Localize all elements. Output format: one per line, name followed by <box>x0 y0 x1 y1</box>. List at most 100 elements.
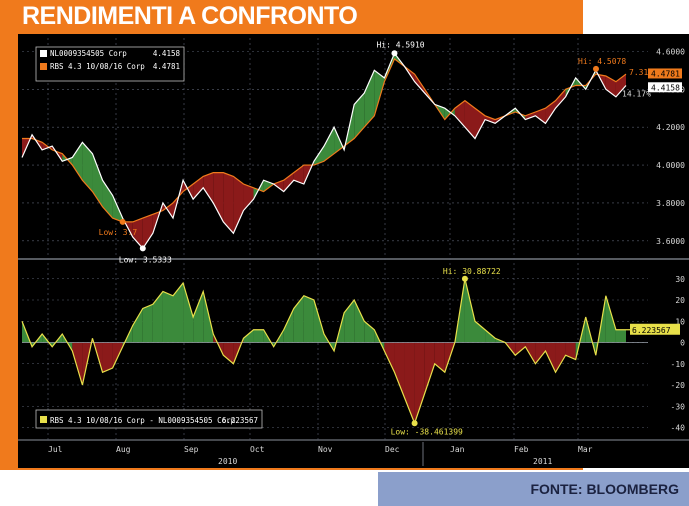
spread-value-tag-bg <box>630 323 680 335</box>
x-tick-label: Jul <box>48 445 63 454</box>
spread-fill-segment <box>464 100 475 139</box>
spread-area-segment <box>72 342 83 385</box>
source-label: FONTE: BLOOMBERG <box>530 481 679 497</box>
x-tick-label: Mar <box>578 445 593 454</box>
spread-fill-segment <box>243 184 254 211</box>
hi2-marker <box>593 65 599 72</box>
hi-marker <box>391 50 398 57</box>
spread-area-segment <box>162 291 173 343</box>
annotation-low2: Low: 3.7 <box>99 228 138 237</box>
spread-area-segment <box>132 308 143 343</box>
spread-area-segment <box>475 321 486 343</box>
spread-fill-segment <box>102 180 113 219</box>
spread-area-segment <box>434 342 445 373</box>
x-tick-label: Sep <box>184 445 199 454</box>
spread-area-segment <box>354 300 365 343</box>
y-tick-label: 20 <box>675 296 685 305</box>
legend-top-box <box>35 46 185 82</box>
legend-swatch <box>40 416 47 423</box>
spread-area-segment <box>152 291 163 343</box>
legend-bottom-box <box>35 409 263 429</box>
legend-label: RBS 4.3 10/08/16 Corp - NL0009354505 Cor… <box>50 416 236 425</box>
spread-fill-segment <box>374 70 385 116</box>
spread-fill-segment <box>605 76 616 97</box>
spread-fill-segment <box>475 108 486 139</box>
low2-marker <box>119 218 126 225</box>
spread-area-segment <box>485 329 496 343</box>
spread-area-segment <box>535 342 546 364</box>
spread-area-segment <box>555 342 566 373</box>
annotation-hi2: Hi: 4.5078 <box>578 57 626 66</box>
spread-fill-segment <box>223 172 234 234</box>
spread-fill-segment <box>233 176 244 234</box>
x-tick-label: Aug <box>116 445 131 454</box>
spread-fill-segment <box>525 112 536 120</box>
spread-area-segment <box>293 295 304 343</box>
x-tick-label: Dec <box>385 445 400 454</box>
annotation-extra: 14.17% <box>622 89 651 98</box>
legend-value: 4.4781 <box>153 62 180 71</box>
spread-area-segment <box>344 300 355 343</box>
y-tick-label: -10 <box>671 360 686 369</box>
spread-hi-marker <box>461 275 468 282</box>
spread-area-segment <box>605 295 616 343</box>
x-tick-label: Oct <box>250 445 265 454</box>
spread-fill-segment <box>82 142 93 192</box>
y-tick-label: 4.2000 <box>656 123 685 132</box>
spread-area-segment <box>243 329 254 343</box>
spread-area-segment <box>283 308 294 343</box>
annotation-spread-low: Low: -38.461399 <box>391 427 463 436</box>
value-tag-rbs-bg <box>648 68 682 79</box>
spread-fill-segment <box>324 127 335 162</box>
spread-area-segment <box>515 342 526 356</box>
spread-area-segment <box>173 283 184 343</box>
y-tick-label: 4.6000 <box>656 47 685 56</box>
legend-swatch <box>40 50 47 57</box>
spread-fill-segment <box>203 172 214 203</box>
spread-area-segment <box>545 342 556 373</box>
y-tick-label: 30 <box>675 275 685 284</box>
spread-fill-segment <box>142 214 153 249</box>
spread-fill-segment <box>263 180 274 192</box>
spread-fill-segment <box>22 134 33 158</box>
value-tag-rbs: 4.4781 <box>651 69 680 78</box>
chart-svg: 4.60004.40004.20004.00003.80003.60003020… <box>18 38 689 466</box>
low-marker <box>139 245 146 252</box>
spread-fill-segment <box>72 142 83 181</box>
spread-area-segment <box>364 321 375 343</box>
legend-value: 6.223567 <box>222 416 258 425</box>
value-tag-nl-bg <box>648 82 682 93</box>
spread-fill-segment <box>454 100 465 128</box>
annotation-hi: Hi: 4.5910 <box>376 40 424 49</box>
y-tick-label: 4.0000 <box>656 161 685 170</box>
spread-area-segment <box>102 342 113 373</box>
y-tick-label: 3.8000 <box>656 199 685 208</box>
spread-value-tag: 6.223567 <box>632 326 671 335</box>
spread-area-segment <box>253 329 264 343</box>
legend-value: 4.4158 <box>153 49 181 58</box>
y-tick-label: 3.6000 <box>656 237 685 246</box>
x-tick-label: Jan <box>450 445 465 454</box>
legend-label: RBS 4.3 10/08/16 Corp <box>50 62 145 71</box>
y-tick-label: -30 <box>671 402 686 411</box>
spread-fill-segment <box>364 70 375 128</box>
spread-fill-segment <box>213 172 224 222</box>
x-tick-label: Feb <box>514 445 529 454</box>
year-label: 2010 <box>218 457 237 466</box>
spread-fill-segment <box>293 165 304 184</box>
spread-area-segment <box>303 295 314 343</box>
spread-area-segment <box>183 283 194 343</box>
spread-area-segment <box>394 342 405 398</box>
spread-area-segment <box>565 342 576 360</box>
y-tick-label: -20 <box>671 381 686 390</box>
spread-low-marker <box>411 420 418 427</box>
series-line-nl <box>21 52 627 250</box>
spread-area-segment <box>142 304 153 343</box>
spread-fill-segment <box>193 176 204 200</box>
spread-fill-segment <box>485 115 496 124</box>
annotation-pct: 7.31% <box>629 68 653 77</box>
spread-area-segment <box>313 300 324 343</box>
year-label: 2011 <box>533 457 552 466</box>
y-tick-label: 0 <box>680 339 685 348</box>
y-tick-label: 10 <box>675 317 685 326</box>
